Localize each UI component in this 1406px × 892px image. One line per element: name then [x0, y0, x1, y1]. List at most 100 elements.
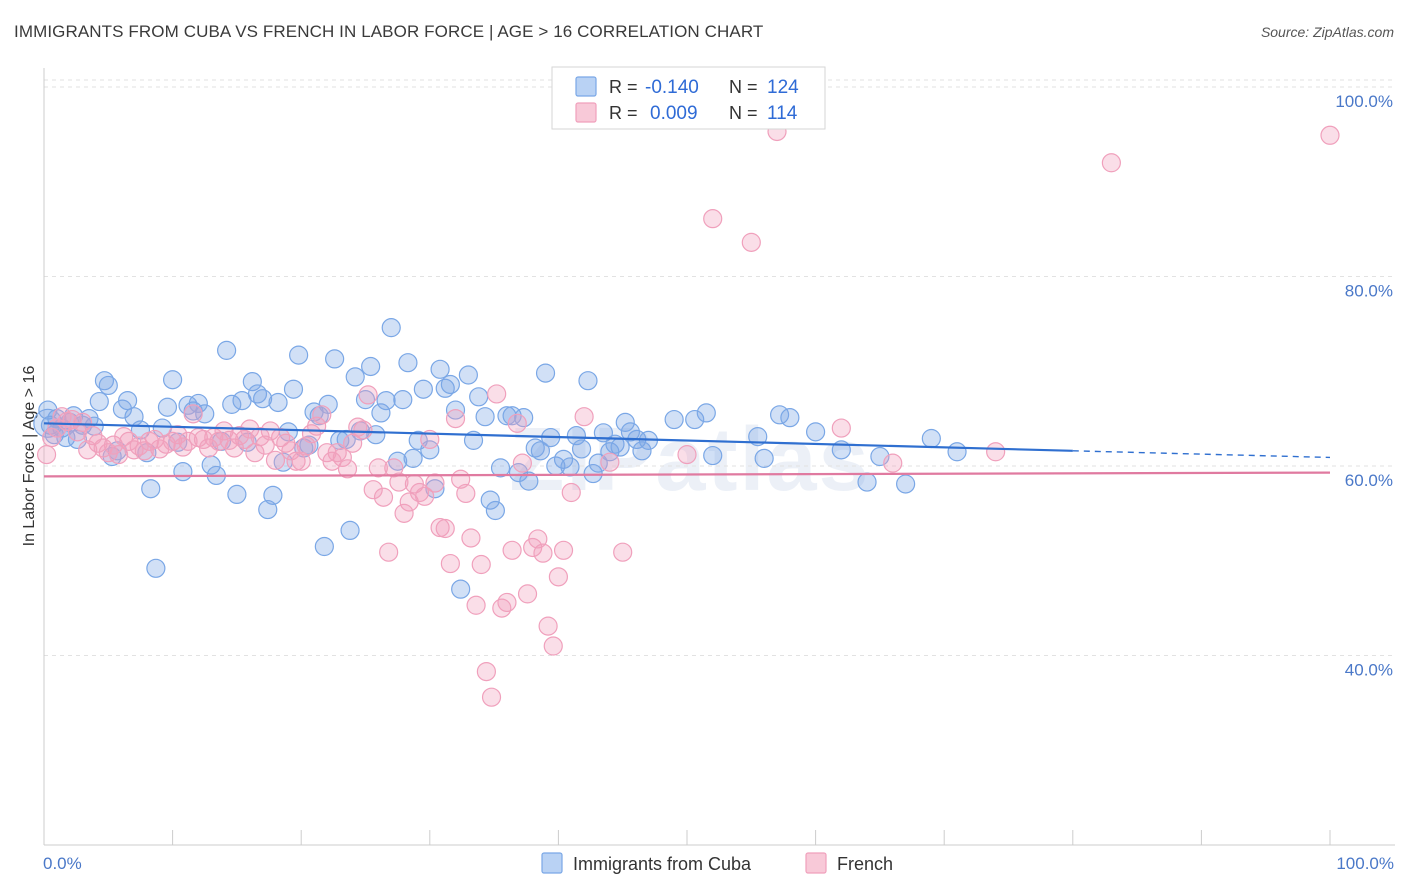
french-point [409, 482, 430, 503]
cuba-point [480, 490, 500, 510]
cuba-point [318, 394, 338, 414]
legend-box [551, 66, 826, 130]
legend-r-label-french: R = [609, 103, 638, 123]
cuba-point [195, 404, 215, 424]
legend-swatch-french [575, 102, 597, 123]
french-point [741, 232, 761, 252]
french-point [332, 447, 352, 468]
cuba-point [571, 439, 592, 459]
y-tick-label-60: 60.0% [1345, 471, 1393, 490]
cuba-point [703, 445, 723, 466]
cuba-point [748, 427, 768, 447]
cuba-point [163, 370, 183, 390]
french-point [445, 408, 466, 429]
cuba-point [117, 390, 138, 411]
chart-title: IMMIGRANTS FROM CUBA VS FRENCH IN LABOR … [14, 22, 764, 41]
legend-n-label-cuba: N = [729, 77, 758, 97]
cuba-point [497, 406, 517, 426]
cuba-point [371, 403, 391, 423]
y-tick-label-40: 40.0% [1345, 660, 1393, 679]
legend-swatch-cuba [575, 76, 597, 97]
french-point [235, 429, 255, 450]
legend-n-value-cuba: 124 [767, 77, 799, 98]
french-point [1320, 125, 1340, 145]
cuba-point [157, 397, 178, 417]
french-point [124, 440, 144, 460]
french-point [178, 431, 198, 451]
french-point [286, 451, 306, 471]
legend-r-value-cuba: -0.140 [645, 77, 699, 98]
french-point [476, 661, 496, 682]
french-point [456, 483, 476, 504]
french-point [466, 595, 486, 615]
french-point [394, 503, 414, 523]
french-point [168, 425, 188, 445]
cuba-point [430, 359, 450, 379]
cuba-point [376, 390, 396, 411]
cuba-point [289, 345, 309, 365]
cuba-point [188, 393, 208, 414]
french-point [677, 445, 697, 465]
cuba-point [805, 422, 826, 442]
cuba-point [403, 448, 423, 468]
french-point [78, 440, 98, 460]
x-tick-label-min: 0.0% [43, 854, 82, 873]
cuba-point [345, 367, 365, 387]
cuba-point [222, 394, 242, 414]
french-point [353, 420, 373, 440]
french-point [337, 459, 358, 479]
cuba-point [620, 422, 641, 442]
french-point [435, 518, 455, 539]
cuba-point [141, 479, 161, 499]
cuba-point [535, 363, 556, 383]
cuba-point [242, 372, 262, 392]
french-point [229, 426, 250, 446]
bottom-legend-label-cuba: Immigrants from Cuba [573, 854, 752, 874]
french-point [600, 452, 620, 472]
series-cuba-points [33, 318, 967, 599]
cuba-point [696, 403, 716, 423]
y-tick-label-80: 80.0% [1345, 281, 1393, 300]
trend-lines [43, 422, 1331, 478]
cuba-point [578, 371, 598, 391]
cuba-point [857, 472, 877, 492]
legend-r-label-cuba: R = [609, 77, 638, 97]
french-point [36, 445, 57, 465]
french-point [199, 438, 219, 458]
cuba-point [458, 365, 478, 385]
x-tick-label-max: 100.0% [1336, 854, 1394, 873]
cuba-point [530, 441, 550, 461]
french-point [173, 437, 193, 457]
french-point [291, 451, 311, 471]
french-point [368, 458, 388, 478]
cuba-point [340, 520, 360, 541]
french-point [543, 636, 563, 656]
french-point [517, 584, 538, 604]
cuba-point [263, 485, 283, 505]
bottom-legend-swatch-french [805, 852, 827, 874]
cuba-point [560, 457, 580, 477]
cuba-point [553, 449, 574, 469]
x-ticks [43, 830, 1331, 845]
bottom-legend: Immigrants from Cuba French [541, 852, 893, 874]
french-point [183, 404, 203, 424]
french-point [831, 418, 851, 438]
cuba-point [366, 425, 386, 445]
french-point [502, 540, 522, 560]
french-point [163, 431, 183, 451]
cuba-point [381, 318, 401, 338]
french-point [425, 473, 445, 493]
french-point [255, 435, 275, 455]
cuba-point [525, 438, 545, 458]
cuba-point [921, 428, 941, 449]
cuba-point [393, 390, 413, 410]
cuba-point [361, 356, 381, 377]
cuba-point [485, 500, 505, 521]
french-point [260, 421, 280, 441]
french-point [358, 385, 378, 405]
cuba-point [610, 437, 630, 457]
bottom-legend-label-french: French [837, 854, 893, 874]
french-point [312, 405, 332, 425]
y-tick-labels: 40.0% 60.0% 80.0% 100.0% [1335, 92, 1393, 680]
cuba-point [227, 484, 247, 505]
